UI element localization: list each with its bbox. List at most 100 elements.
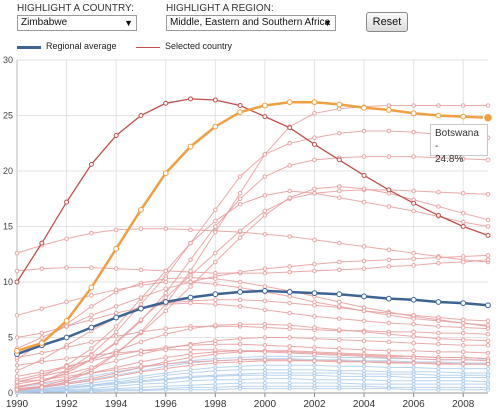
series-point — [436, 349, 441, 355]
series-point — [262, 208, 268, 214]
series-point — [237, 341, 243, 347]
series-point — [287, 125, 293, 131]
series-point — [361, 347, 367, 353]
series-point — [485, 326, 491, 331]
series-point — [237, 269, 243, 275]
series-point — [436, 260, 441, 266]
series-point — [89, 383, 94, 388]
y-tick-label: 30 — [3, 55, 13, 65]
legend-swatch-regional — [17, 46, 41, 49]
reset-button[interactable]: Reset — [366, 12, 408, 32]
series-point — [411, 365, 416, 370]
series-point — [312, 110, 317, 116]
series-point — [361, 329, 367, 335]
series-point — [436, 382, 441, 387]
series-point — [114, 380, 119, 386]
series-point — [138, 378, 144, 383]
series-point — [361, 308, 367, 314]
series-point — [261, 287, 268, 294]
series-point — [386, 378, 391, 383]
series-point — [411, 387, 416, 392]
series-point — [411, 372, 416, 377]
series-point — [386, 339, 392, 345]
series-point — [262, 266, 268, 271]
series-point — [138, 329, 144, 335]
series-point — [163, 100, 169, 106]
x-tick-label: 1990 — [6, 399, 29, 410]
series-point — [460, 259, 466, 265]
series-point — [39, 306, 45, 311]
x-tick-label: 2006 — [403, 399, 426, 410]
series-point — [187, 294, 194, 301]
series-point — [337, 386, 342, 391]
series-point — [163, 387, 168, 392]
y-tick-label: 10 — [3, 277, 13, 287]
series-point — [287, 370, 292, 376]
series-point — [261, 102, 268, 109]
series-point — [386, 313, 392, 318]
series-point — [436, 366, 441, 371]
series-point — [64, 389, 69, 394]
series-point — [436, 324, 441, 329]
series-point — [436, 255, 441, 260]
series-point — [361, 104, 367, 111]
series-point — [14, 250, 20, 256]
series-point — [485, 224, 491, 229]
x-tick-label: 1996 — [155, 399, 178, 410]
series-point — [312, 157, 317, 163]
series-point — [138, 206, 144, 213]
series-point — [312, 135, 317, 140]
series-point — [89, 293, 94, 298]
series-point — [311, 99, 318, 106]
x-tick-label: 2002 — [303, 399, 326, 410]
series-point — [89, 265, 94, 270]
series-point — [188, 370, 193, 376]
series-point — [213, 341, 218, 347]
series-point — [411, 375, 416, 380]
series-point — [312, 345, 317, 350]
axes: 0 5 10 15 20 25 30 1990 1992 1994 1996 1998 2000 2002… — [3, 55, 488, 410]
series-point — [163, 380, 168, 386]
series-point — [287, 380, 292, 386]
series-point — [436, 336, 441, 341]
series-point — [64, 356, 69, 361]
series-point — [286, 289, 293, 295]
series-point — [213, 358, 218, 364]
series-point — [213, 322, 218, 328]
series-point — [237, 235, 243, 240]
series-point — [485, 342, 491, 348]
series-point — [188, 359, 193, 365]
series-point — [113, 367, 119, 372]
series-point — [237, 321, 243, 327]
series-line-country — [16, 228, 489, 263]
series-point — [485, 103, 491, 108]
series-line-country — [16, 190, 489, 383]
country-select[interactable]: Zimbabwe ▼ — [17, 15, 137, 31]
series-point — [213, 207, 218, 213]
series-point — [64, 374, 69, 379]
region-select[interactable]: Middle, Eastern and Southern Africa ▼ — [166, 15, 336, 31]
series-point — [386, 365, 391, 370]
country-select-value: Zimbabwe — [21, 17, 68, 28]
series-point — [411, 348, 416, 354]
series-point — [138, 364, 144, 369]
series-point — [163, 355, 169, 360]
series-point — [361, 128, 367, 134]
series-point — [39, 369, 45, 375]
series-point — [385, 107, 392, 113]
series-point — [411, 382, 416, 387]
series-point — [162, 299, 169, 305]
series-point — [262, 174, 268, 179]
series-point — [39, 330, 45, 336]
series-point — [361, 359, 367, 365]
series-point — [411, 340, 416, 346]
series-point — [262, 370, 267, 376]
series-point — [337, 370, 342, 376]
series-point — [336, 316, 342, 321]
series-point — [163, 286, 169, 291]
series-point — [14, 268, 20, 274]
series-line-country — [16, 105, 488, 392]
series-point — [312, 363, 317, 368]
series-point — [411, 129, 416, 135]
